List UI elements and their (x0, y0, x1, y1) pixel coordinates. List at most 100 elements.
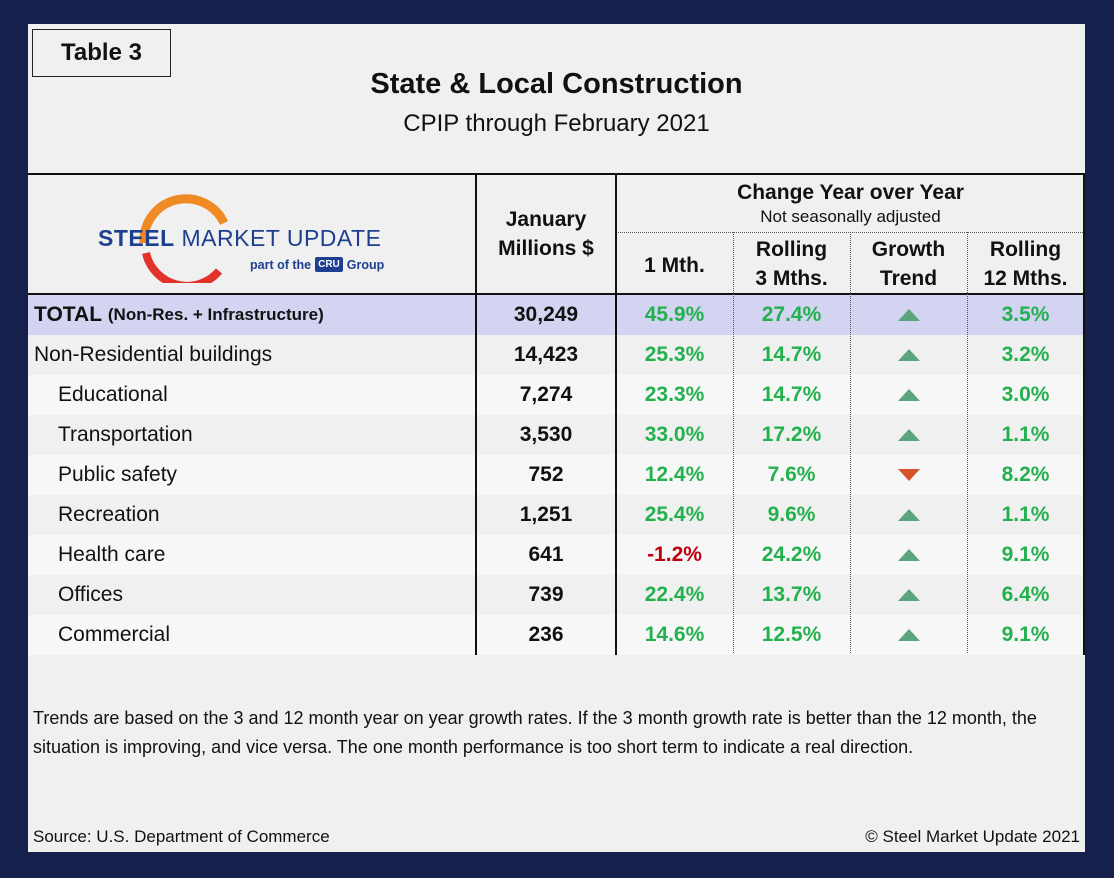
logo-text: STEEL MARKET UPDATE (98, 225, 381, 252)
page-subtitle: CPIP through February 2021 (403, 110, 710, 137)
table-row-total: TOTAL (Non-Res. + Infrastructure) 30,249… (28, 295, 1085, 335)
row-r3: 17.2% (761, 423, 822, 446)
logo-swoosh-icon (139, 194, 229, 283)
table-tag: Table 3 (32, 29, 171, 77)
logo-subline: part of the CRU Group (250, 257, 384, 272)
row-r12: 8.2% (1001, 463, 1050, 486)
header-rolling-12-b: 12 Mths. (983, 267, 1068, 290)
header-bottom-rule (28, 293, 1085, 295)
logo-group: Group (346, 257, 385, 272)
total-label-main: TOTAL (34, 303, 103, 326)
row-m1: 23.3% (644, 383, 705, 406)
row-name: Health care (58, 543, 166, 566)
row-name: Transportation (58, 423, 193, 446)
row-value: 7,274 (519, 383, 573, 406)
trend-up-icon (897, 509, 920, 521)
row-value: 14,423 (513, 343, 579, 366)
steel-market-update-logo: STEEL MARKET UPDATE part of the CRU Grou… (94, 193, 414, 283)
row-r12: 9.1% (1001, 543, 1050, 566)
row-trend (850, 575, 967, 615)
dvrule-1 (733, 232, 734, 653)
row-r3: 14.7% (761, 343, 822, 366)
row-trend (850, 455, 967, 495)
row-trend (850, 495, 967, 535)
row-r12: 3.0% (1001, 383, 1050, 406)
header-trend-a: Growth (871, 238, 946, 261)
row-name: Offices (58, 583, 123, 606)
header-rolling-12: Rolling 12 Mths. (967, 235, 1084, 293)
trend-up-icon (897, 349, 920, 361)
trend-note: Trends are based on the 3 and 12 month y… (33, 708, 1037, 757)
dvrule-2 (850, 232, 851, 653)
trend-up-icon (897, 389, 920, 401)
row-r3: 24.2% (761, 543, 822, 566)
row-m1: 33.0% (644, 423, 705, 446)
row-r3: 12.5% (761, 623, 822, 646)
trend-up-icon (897, 429, 920, 441)
header-january: January Millions $ (476, 205, 616, 263)
total-label: TOTAL (Non-Res. + Infrastructure) (34, 295, 474, 335)
row-r12: 1.1% (1001, 503, 1050, 526)
header-rolling-12-a: Rolling (989, 238, 1062, 261)
trend-up-icon (897, 309, 920, 321)
header-nsa: Not seasonally adjusted (760, 207, 941, 226)
vrule-1 (475, 173, 477, 655)
row-r3: 13.7% (761, 583, 822, 606)
row-trend (850, 615, 967, 655)
row-m1: 22.4% (644, 583, 705, 606)
row-value: 236 (528, 623, 564, 646)
row-m1: -1.2% (647, 543, 702, 566)
row-m1: 25.4% (644, 503, 705, 526)
vrule-2 (615, 173, 617, 655)
table-row: Public safety 752 12.4% 7.6% 8.2% (28, 455, 1085, 495)
row-r3: 9.6% (767, 503, 816, 526)
trend-up-icon (897, 549, 920, 561)
cru-badge: CRU (315, 257, 343, 272)
logo-brand-bold: STEEL (98, 225, 175, 251)
logo-part-of: part of the (250, 257, 312, 272)
row-trend (850, 535, 967, 575)
row-r3: 7.6% (767, 463, 816, 486)
trend-down-icon (897, 469, 920, 481)
row-value: 641 (528, 543, 564, 566)
row-name: Commercial (58, 623, 171, 646)
table-frame: Table 3 State & Local Construction CPIP … (28, 24, 1085, 852)
table-row: Commercial 236 14.6% 12.5% 9.1% (28, 615, 1085, 655)
row-value: 1,251 (519, 503, 573, 526)
row-r12: 1.1% (1001, 423, 1050, 446)
row-value: 3,530 (519, 423, 573, 446)
header-rolling-3-b: 3 Mths. (755, 267, 828, 290)
row-r3: 14.7% (761, 383, 822, 406)
data-table: STEEL MARKET UPDATE part of the CRU Grou… (28, 173, 1085, 655)
row-m1: 14.6% (644, 623, 705, 646)
row-name: Public safety (58, 463, 178, 486)
copyright-text: © Steel Market Update 2021 (865, 827, 1080, 846)
row-r12: 3.2% (1001, 343, 1050, 366)
table-row: Recreation 1,251 25.4% 9.6% 1.1% (28, 495, 1085, 535)
header-rolling-3: Rolling 3 Mths. (733, 235, 850, 293)
row-trend (850, 375, 967, 415)
header-millions-label: Millions $ (498, 237, 594, 260)
total-value: 30,249 (513, 303, 579, 326)
total-trend (850, 295, 967, 335)
table-row: Health care 641 -1.2% 24.2% 9.1% (28, 535, 1085, 575)
header-change: Change Year over Year (737, 181, 964, 204)
header-rolling-3-a: Rolling (755, 238, 828, 261)
row-value: 739 (528, 583, 564, 606)
row-value: 752 (528, 463, 564, 486)
total-m1: 45.9% (644, 303, 705, 326)
row-trend (850, 415, 967, 455)
source-text: Source: U.S. Department of Commerce (33, 827, 330, 846)
row-trend (850, 335, 967, 375)
header-trend-b: Trend (879, 267, 938, 290)
row-name: Non-Residential buildings (34, 343, 273, 366)
total-label-small: (Non-Res. + Infrastructure) (107, 305, 324, 324)
table-row: Transportation 3,530 33.0% 17.2% 1.1% (28, 415, 1085, 455)
trend-up-icon (897, 589, 920, 601)
table-top-rule (28, 173, 1085, 175)
page-title: State & Local Construction (370, 68, 743, 100)
header-growth-trend: Growth Trend (850, 235, 967, 293)
header-1-month: 1 Mth. (644, 254, 705, 277)
table-row: Non-Residential buildings 14,423 25.3% 14.7… (28, 335, 1085, 375)
trend-up-icon (897, 629, 920, 641)
